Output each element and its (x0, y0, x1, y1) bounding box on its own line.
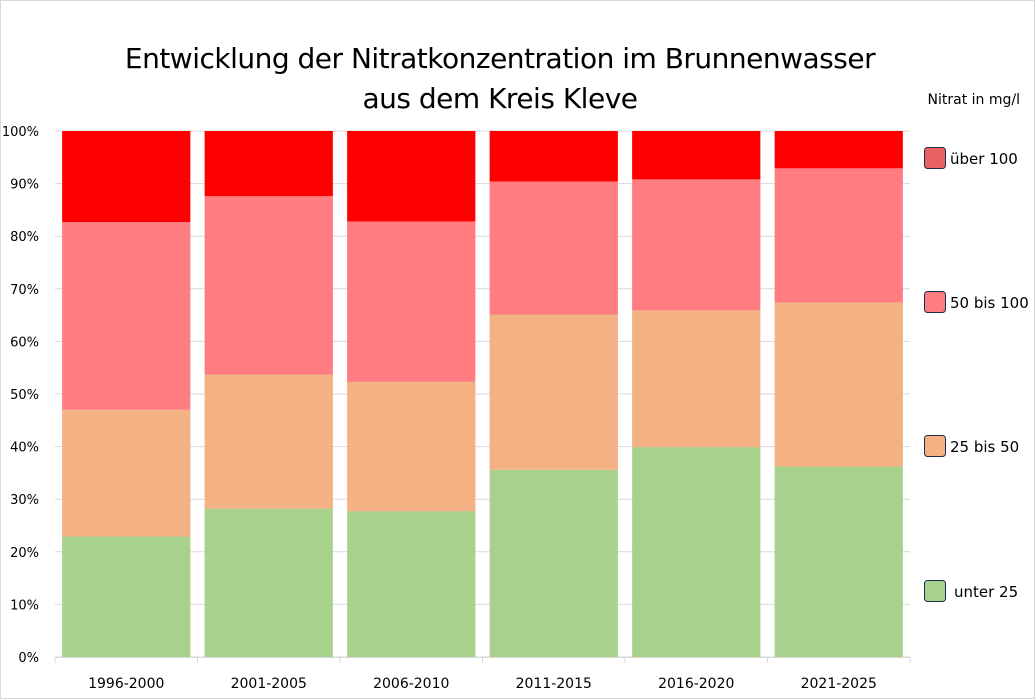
bar-segment-25-bis-50 (632, 310, 761, 448)
bar-segment-über-100 (489, 131, 618, 182)
y-tick-label: 30% (10, 493, 39, 508)
x-tick-label: 1996-2000 (88, 676, 164, 692)
x-tick-label: 2011-2015 (516, 676, 592, 692)
chart-title-line-2: aus dem Kreis Kleve (362, 82, 638, 115)
bar-segment-50-bis-100 (347, 221, 476, 382)
bar-segment-25-bis-50 (347, 381, 476, 512)
bar-segment-über-100 (632, 131, 761, 180)
y-tick-label: 60% (10, 335, 39, 350)
bar-segment-über-100 (62, 131, 191, 222)
bar-segment-25-bis-50 (62, 409, 191, 537)
bar-segment-unter-25 (632, 447, 761, 657)
x-tick-label: 2021-2025 (801, 676, 877, 692)
legend-label: 25 bis 50 (950, 438, 1019, 456)
bar-segment-über-100 (204, 131, 333, 197)
x-tick-label: 2001-2005 (231, 676, 307, 692)
bar-segment-25-bis-50 (774, 302, 903, 467)
y-tick-label: 10% (10, 598, 39, 613)
legend-label: über 100 (950, 150, 1018, 168)
bar-segment-50-bis-100 (632, 179, 761, 311)
bar-segment-50-bis-100 (489, 181, 618, 315)
bar-segment-25-bis-50 (489, 314, 618, 470)
bar-segment-25-bis-50 (204, 374, 333, 509)
bar-segment-über-100 (774, 131, 903, 169)
legend-swatch (924, 147, 946, 169)
bar-segment-50-bis-100 (62, 221, 191, 410)
y-tick-label: 70% (10, 283, 39, 298)
legend-label: 50 bis 100 (950, 294, 1029, 312)
legend-swatch (924, 580, 946, 602)
bar-segment-unter-25 (774, 466, 903, 657)
y-tick-label: 80% (10, 230, 39, 245)
bar-segment-unter-25 (204, 508, 333, 657)
y-tick-label: 0% (18, 651, 39, 666)
x-tick-label: 2016-2020 (658, 676, 734, 692)
bar-segment-unter-25 (62, 536, 191, 657)
legend-swatch (924, 291, 946, 313)
chart-title-line-1: Entwicklung der Nitratkonzentration im B… (124, 42, 876, 75)
y-tick-label: 50% (10, 388, 39, 403)
bar-segment-50-bis-100 (774, 168, 903, 303)
bar-segment-50-bis-100 (204, 196, 333, 375)
y-tick-label: 40% (10, 441, 39, 456)
legend-title: Nitrat in mg/l (928, 92, 1020, 108)
legend-swatch (924, 435, 946, 457)
bar-segment-unter-25 (489, 469, 618, 657)
y-tick-label: 90% (10, 178, 39, 193)
bar-segment-über-100 (347, 131, 476, 222)
x-tick-label: 2006-2010 (373, 676, 449, 692)
legend-label: unter 25 (954, 583, 1018, 601)
bar-segment-unter-25 (347, 511, 476, 657)
y-tick-label: 100% (2, 125, 39, 140)
y-tick-label: 20% (10, 546, 39, 561)
